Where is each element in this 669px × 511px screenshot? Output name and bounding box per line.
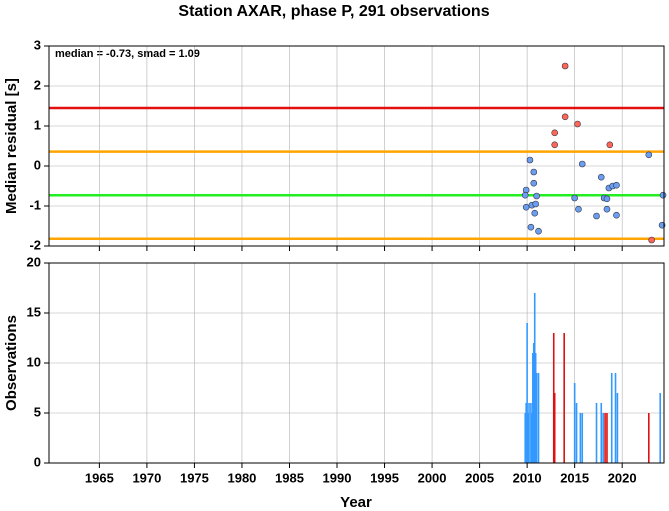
point bbox=[551, 141, 558, 149]
point bbox=[561, 62, 569, 70]
x-tick-label: 1995 bbox=[370, 470, 399, 485]
point bbox=[531, 209, 539, 217]
point bbox=[561, 113, 569, 121]
x-tick-label: 2005 bbox=[465, 470, 494, 485]
point bbox=[645, 151, 653, 159]
point bbox=[603, 195, 611, 203]
x-tick-label: 1965 bbox=[85, 470, 114, 485]
x-axis-label: Year bbox=[340, 494, 372, 511]
point bbox=[613, 211, 620, 219]
point bbox=[597, 173, 605, 181]
point bbox=[571, 194, 578, 202]
annotation: median = -0.73, smad = 1.09 bbox=[55, 48, 200, 60]
point bbox=[593, 212, 600, 220]
point bbox=[535, 227, 542, 235]
point bbox=[533, 192, 540, 200]
point bbox=[532, 200, 539, 208]
x-tick-label: 1990 bbox=[323, 470, 352, 485]
point bbox=[521, 191, 529, 199]
point bbox=[613, 181, 620, 189]
x-tick-label: 1980 bbox=[227, 470, 256, 485]
x-tick-label: 2020 bbox=[608, 470, 637, 485]
point bbox=[530, 179, 538, 187]
y-tick-label: 1 bbox=[34, 117, 41, 132]
x-tick-label: 1970 bbox=[132, 470, 161, 485]
x-tick-label: 2015 bbox=[560, 470, 589, 485]
point bbox=[578, 160, 586, 168]
y-axis-label: Observations bbox=[3, 315, 20, 411]
x-tick-label: 1975 bbox=[180, 470, 209, 485]
point bbox=[526, 156, 534, 164]
y-tick-label: 0 bbox=[34, 157, 41, 172]
point bbox=[575, 205, 582, 213]
x-tick-label: 2010 bbox=[513, 470, 542, 485]
point bbox=[606, 141, 614, 149]
y-tick-label: -2 bbox=[29, 237, 41, 252]
point bbox=[648, 236, 655, 244]
y-tick-label: 5 bbox=[34, 404, 41, 419]
point bbox=[574, 120, 581, 128]
point bbox=[527, 223, 535, 231]
x-tick-label: 1985 bbox=[275, 470, 304, 485]
y-tick-label: 0 bbox=[34, 454, 41, 469]
y-axis-label: Median residual [s] bbox=[3, 78, 20, 214]
y-tick-label: 20 bbox=[27, 254, 41, 269]
y-tick-label: 15 bbox=[27, 304, 41, 319]
y-tick-label: 2 bbox=[34, 77, 41, 92]
y-tick-label: 10 bbox=[27, 354, 41, 369]
point bbox=[530, 168, 538, 176]
plot-frame bbox=[48, 45, 665, 247]
chart-title: Station AXAR, phase P, 291 observations bbox=[178, 3, 489, 20]
point bbox=[659, 191, 667, 199]
y-tick-label: -1 bbox=[29, 197, 41, 212]
x-tick-label: 2000 bbox=[418, 470, 447, 485]
y-tick-label: 3 bbox=[34, 37, 41, 52]
plot-frame bbox=[48, 262, 665, 464]
point bbox=[551, 129, 558, 137]
point bbox=[522, 203, 530, 211]
point bbox=[603, 205, 611, 213]
